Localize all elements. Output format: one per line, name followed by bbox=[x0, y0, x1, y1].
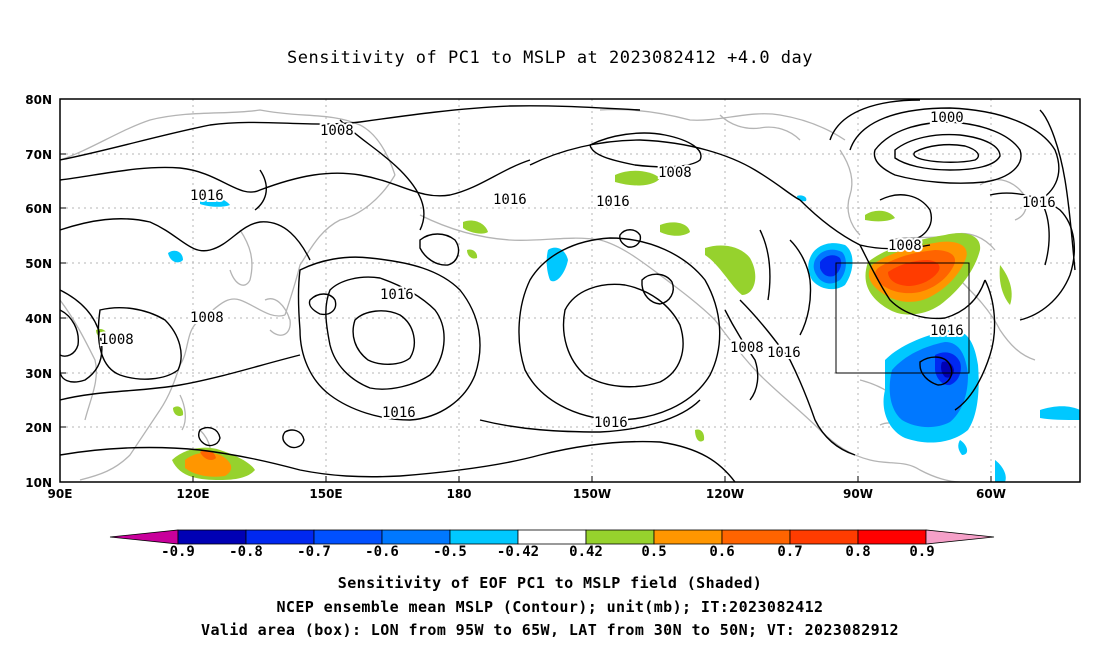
contour-label: 1016 bbox=[930, 323, 964, 339]
lon-label: 150E bbox=[309, 487, 342, 501]
colorbar-high-extension bbox=[925, 529, 995, 545]
colorbar-label: 0.8 bbox=[845, 544, 870, 560]
lon-label: 120W bbox=[706, 487, 744, 501]
colorbar-labels: -0.9 -0.8 -0.7 -0.6 -0.5 -0.42 0.42 0.5 … bbox=[161, 544, 935, 560]
latitude-labels: 80N 70N 60N 50N 40N 30N 20N 10N bbox=[25, 93, 52, 490]
colorbar-label: 0.6 bbox=[709, 544, 734, 560]
contour-label: 1008 bbox=[658, 165, 692, 181]
caption-line-3: Valid area (box): LON from 95W to 65W, L… bbox=[201, 621, 899, 639]
grid-lines bbox=[60, 99, 1080, 482]
contour-label: 1016 bbox=[1022, 195, 1056, 211]
contour-label: 1016 bbox=[767, 345, 801, 361]
lon-label: 90E bbox=[48, 487, 73, 501]
lat-label: 10N bbox=[25, 476, 52, 490]
contour-label: 1008 bbox=[320, 123, 354, 139]
mslp-contours bbox=[60, 99, 1076, 482]
lat-label: 40N bbox=[25, 312, 52, 326]
colorbar-swatch bbox=[177, 529, 247, 545]
lon-label: 60W bbox=[976, 487, 1006, 501]
colorbar-swatch bbox=[653, 529, 723, 545]
caption-line-2: NCEP ensemble mean MSLP (Contour); unit(… bbox=[276, 598, 824, 616]
chart-title: Sensitivity of PC1 to MSLP at 2023082412… bbox=[286, 48, 813, 68]
colorbar-low-extension bbox=[109, 529, 179, 545]
colorbar-label: 0.42 bbox=[569, 544, 603, 560]
colorbar-label: -0.7 bbox=[297, 544, 331, 560]
contour-label: 1008 bbox=[730, 340, 764, 356]
contour-label: 1016 bbox=[596, 194, 630, 210]
lat-label: 30N bbox=[25, 367, 52, 381]
contour-label: 1000 bbox=[930, 110, 964, 126]
contour-label: 1016 bbox=[190, 188, 224, 204]
colorbar-swatch bbox=[721, 529, 791, 545]
lat-label: 20N bbox=[25, 421, 52, 435]
colorbar bbox=[109, 529, 995, 545]
lat-label: 80N bbox=[25, 93, 52, 107]
colorbar-swatch bbox=[245, 529, 315, 545]
colorbar-label: -0.9 bbox=[161, 544, 195, 560]
colorbar-swatch bbox=[585, 529, 655, 545]
axis-ticks bbox=[60, 98, 992, 482]
contour-label: 1008 bbox=[190, 310, 224, 326]
colorbar-swatch bbox=[517, 529, 587, 545]
lat-label: 60N bbox=[25, 202, 52, 216]
contour-labels: 1008 1016 1000 1008 1016 1016 1016 1016 … bbox=[98, 108, 1058, 433]
lon-label: 150W bbox=[573, 487, 611, 501]
contour-label: 1016 bbox=[382, 405, 416, 421]
longitude-labels: 90E 120E 150E 180 150W 120W 90W 60W bbox=[48, 487, 1006, 501]
colorbar-swatch bbox=[381, 529, 451, 545]
lat-label: 50N bbox=[25, 257, 52, 271]
contour-label: 1016 bbox=[380, 287, 414, 303]
contour-label: 1008 bbox=[100, 332, 134, 348]
contour-label: 1016 bbox=[594, 415, 628, 431]
colorbar-label: 0.9 bbox=[909, 544, 934, 560]
contour-label: 1016 bbox=[493, 192, 527, 208]
coastlines bbox=[60, 108, 1036, 482]
colorbar-swatch bbox=[313, 529, 383, 545]
lat-label: 70N bbox=[25, 148, 52, 162]
colorbar-swatch bbox=[857, 529, 927, 545]
shaded-sensitivity bbox=[96, 170, 1080, 482]
caption-line-1: Sensitivity of EOF PC1 to MSLP field (Sh… bbox=[337, 574, 763, 592]
colorbar-swatch bbox=[449, 529, 519, 545]
valid-area-box bbox=[835, 262, 970, 374]
lon-label: 180 bbox=[446, 487, 471, 501]
lon-label: 90W bbox=[843, 487, 873, 501]
colorbar-label: -0.42 bbox=[497, 544, 539, 560]
colorbar-label: 0.5 bbox=[641, 544, 666, 560]
colorbar-label: -0.5 bbox=[433, 544, 467, 560]
colorbar-label: -0.6 bbox=[365, 544, 399, 560]
map-frame bbox=[59, 98, 1081, 483]
lon-label: 120E bbox=[176, 487, 209, 501]
colorbar-label: -0.8 bbox=[229, 544, 263, 560]
colorbar-swatch bbox=[789, 529, 859, 545]
colorbar-label: 0.7 bbox=[777, 544, 802, 560]
contour-label: 1008 bbox=[888, 238, 922, 254]
